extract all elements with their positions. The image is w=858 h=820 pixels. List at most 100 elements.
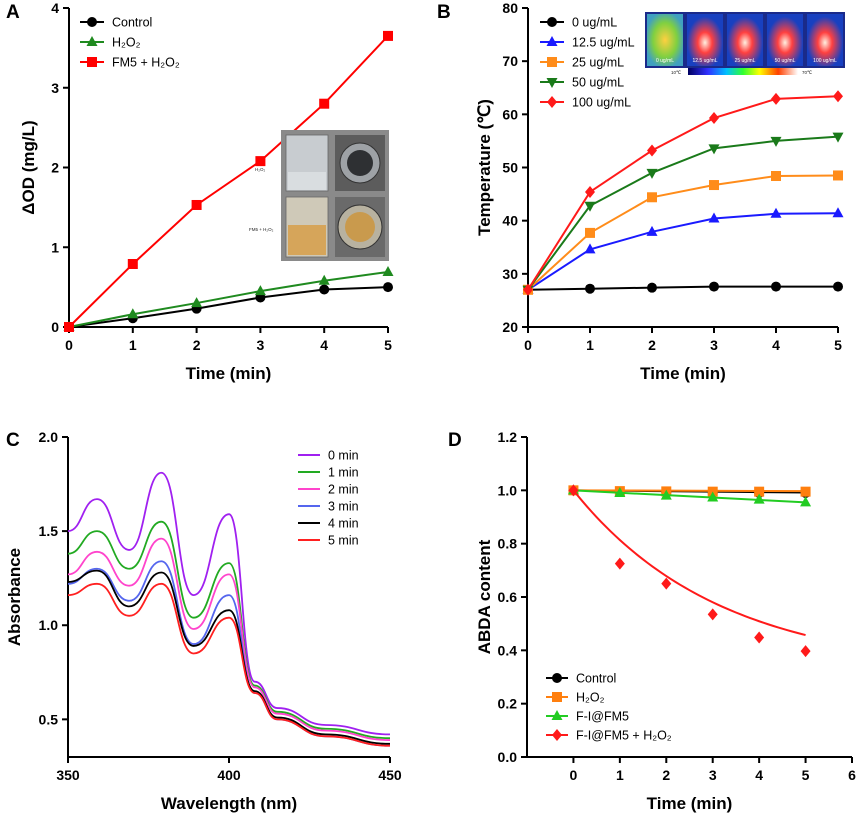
series-line (68, 270, 389, 328)
legend-label: Control (576, 672, 616, 686)
legend-label: 2 min (328, 483, 359, 497)
y-tick-label: 0.2 (498, 696, 518, 712)
legend-label: 1 min (328, 466, 359, 480)
y-tick-label: 2 (51, 160, 59, 176)
y-tick-label: 70 (502, 53, 518, 69)
x-tick-label: 2 (662, 767, 670, 783)
y-tick-label: 1.0 (39, 617, 59, 633)
y-tick-label: 1.5 (39, 523, 59, 539)
x-tick-label: 0 (65, 337, 73, 353)
thermal-tube-25 (727, 14, 763, 66)
data-point (191, 297, 203, 308)
y-tick-label: 20 (502, 319, 518, 335)
data-point (191, 199, 202, 210)
inset-photo-a: H₂O₂ FM5 + H₂O₂ (249, 130, 389, 261)
data-point (771, 92, 781, 105)
spectrum-line (67, 582, 391, 747)
spectrum-line (67, 560, 391, 747)
thermal-scale-min: 10℃ (671, 70, 682, 75)
legend-marker (552, 729, 562, 741)
data-point (646, 225, 658, 236)
x-tick-label: 400 (217, 767, 241, 783)
x-tick-label: 4 (772, 337, 780, 353)
inset-a-label-h2o2: H₂O₂ (255, 167, 265, 172)
x-axis-title: Time (min) (186, 364, 272, 383)
x-tick-label: 1 (616, 767, 624, 783)
x-axis-title: Wavelength (nm) (161, 794, 297, 813)
series-line (527, 174, 839, 291)
inset-thermal-b: 0 ug/mL 12.5 ug/mL 25 ug/mL 50 ug/mL 100 ug/… (645, 12, 845, 75)
y-axis-title: Temperature (℃) (475, 99, 494, 236)
y-tick-label: 1 (51, 239, 59, 255)
series-line (527, 95, 839, 291)
data-point (382, 265, 394, 276)
legend-label: 0 ug/mL (572, 16, 617, 30)
x-tick-label: 2 (648, 337, 656, 353)
data-point (708, 212, 720, 223)
data-point (707, 491, 719, 502)
series-line (68, 35, 389, 328)
series-line (527, 285, 838, 291)
legend-marker (547, 96, 557, 108)
thermal-scale-max: 70℃ (802, 70, 813, 75)
panel-label-c: C (6, 430, 20, 451)
legend-marker (551, 710, 563, 720)
data-point (523, 283, 533, 296)
legend-label: Control (112, 16, 152, 30)
series-2 (567, 484, 812, 507)
x-tick-label: 4 (755, 767, 763, 783)
series-3 (522, 132, 844, 296)
data-point (585, 185, 595, 198)
data-point (770, 136, 782, 147)
data-point (614, 487, 626, 497)
x-tick-label: 3 (257, 337, 265, 353)
x-tick-label: 0 (570, 767, 578, 783)
x-tick-label: 2 (193, 337, 201, 353)
x-tick-label: 1 (129, 337, 137, 353)
chart-c: 350 400 450 0.5 1.0 1.5 2.0 Wavelength (nm) Abso… (5, 429, 402, 813)
data-point (584, 243, 596, 254)
spectrum-line (67, 569, 391, 745)
y-tick-label: 80 (502, 0, 518, 16)
data-point (708, 144, 720, 155)
y-axis-title: Absorbance (5, 548, 24, 646)
legend-label: F-I@FM5 (576, 710, 629, 724)
legend-label: 50 ug/mL (572, 76, 624, 90)
fm5-vial-liquid (288, 225, 326, 255)
chart-d: 0 1 2 3 4 5 6 0.0 0.2 0.4 0.6 0.8 1.0 1.2 Time (min) AB… (475, 429, 856, 813)
data-point (800, 496, 812, 507)
legend-label: 25 ug/mL (572, 56, 624, 70)
series-0 (523, 281, 843, 295)
legend-label: 3 min (328, 500, 359, 514)
panel-label-d: D (448, 430, 462, 451)
h2o2-vial-top-view-liquid (347, 150, 373, 176)
legend-marker (87, 17, 97, 27)
y-tick-label: 40 (502, 213, 518, 229)
data-point (800, 486, 811, 497)
x-tick-label: 5 (802, 767, 810, 783)
x-axis-title: Time (min) (647, 794, 733, 813)
thermal-tube-0 (647, 14, 683, 66)
legend-marker (547, 17, 557, 27)
thermal-color-scale (688, 68, 798, 75)
legend-marker (552, 692, 562, 702)
spectrum-line (67, 471, 391, 736)
x-tick-label: 5 (384, 337, 392, 353)
thermal-tube-label: 100 ug/mL (813, 58, 837, 64)
y-tick-label: 0.8 (498, 536, 518, 552)
data-point (771, 281, 781, 292)
data-point (584, 201, 596, 212)
data-point (319, 98, 330, 109)
y-tick-label: 30 (502, 266, 518, 282)
y-tick-label: 0.0 (498, 749, 518, 765)
legend-label: 0 min (328, 449, 359, 463)
legend-label: 5 min (328, 534, 359, 548)
x-tick-label: 0 (524, 337, 532, 353)
data-point (709, 180, 719, 191)
data-point (660, 489, 672, 500)
y-tick-label: 1.0 (498, 482, 518, 498)
h2o2-vial-liquid (288, 172, 326, 190)
data-point (127, 308, 139, 319)
thermal-tube-label: 0 ug/mL (656, 58, 674, 64)
